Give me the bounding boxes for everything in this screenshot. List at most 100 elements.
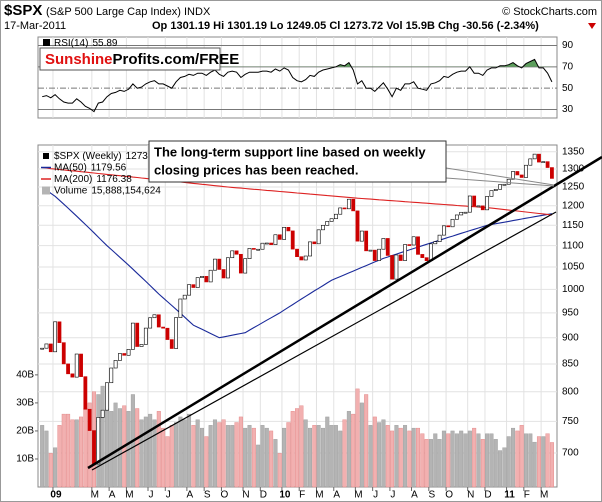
volume-bar: [467, 430, 472, 488]
volume-bar: [454, 433, 459, 488]
legend-name: MA(200): [54, 174, 92, 185]
y-tick-label: 900: [562, 332, 579, 343]
volume-bar: [195, 419, 200, 488]
candle: [53, 321, 58, 353]
moving-average: [41, 186, 552, 339]
candle: [480, 205, 485, 211]
x-tick-label: D: [484, 490, 491, 501]
volume-bar: [420, 433, 425, 488]
candle: [295, 248, 299, 257]
candle: [174, 317, 178, 349]
symbol-name: (S&P 500 Large Cap Index) INDX: [46, 6, 211, 18]
x-tick-label: O: [221, 490, 229, 501]
volume-bar: [338, 430, 343, 488]
volume-bar: [411, 427, 416, 488]
candle: [48, 343, 53, 353]
legend-name: $SPX (Weekly): [54, 151, 122, 162]
y-tick-label: 1150: [562, 220, 584, 231]
volume-bar: [40, 425, 45, 488]
candle: [312, 241, 317, 245]
candle: [182, 294, 187, 300]
candle: [515, 171, 520, 176]
volume-bar: [277, 453, 282, 488]
y-tick-label: 800: [562, 386, 579, 397]
x-tick-label: N: [242, 490, 249, 501]
volume-bar: [260, 425, 265, 488]
candle: [359, 230, 364, 242]
y-tick-label: 1000: [562, 284, 585, 295]
candle: [200, 276, 204, 278]
volume-bar: [113, 402, 118, 488]
volume-bar: [394, 425, 399, 488]
volume-bar: [308, 427, 313, 488]
volume-bar: [139, 419, 144, 488]
volume-bar: [100, 385, 105, 488]
volume-bar: [290, 411, 295, 488]
volume-bar: [433, 433, 438, 488]
volume-bar: [286, 422, 291, 488]
volume-bar: [191, 425, 196, 488]
volume-bar: [143, 416, 148, 488]
x-tick-label: J: [166, 490, 171, 501]
volume-bar: [135, 408, 140, 488]
volume-bar: [390, 430, 395, 488]
volume-bar: [79, 416, 84, 488]
candle: [381, 238, 386, 250]
volume-bar: [178, 416, 183, 488]
candle: [528, 158, 533, 166]
volume-bar: [243, 427, 248, 488]
date: 17-Mar-2011: [4, 20, 66, 32]
x-tick-label: J: [149, 490, 154, 501]
x-tick-label: A: [333, 490, 340, 501]
trendline: [87, 155, 602, 470]
x-tick-label: A: [187, 490, 194, 501]
candle: [342, 207, 347, 210]
candle: [545, 161, 550, 168]
candle: [334, 213, 338, 220]
volume-bar: [264, 427, 269, 488]
candle: [234, 250, 239, 255]
volume-bar: [234, 422, 239, 488]
candle: [57, 321, 62, 343]
volume-bar: [441, 430, 446, 488]
volume-bar: [199, 427, 204, 488]
y-tick-label: 50: [562, 83, 574, 94]
candle: [394, 254, 399, 280]
volume-bar: [407, 430, 412, 488]
volume-bar: [355, 388, 360, 488]
volume-bar: [416, 427, 421, 488]
y-tick-label: 850: [562, 359, 579, 370]
volume-bar: [61, 413, 66, 488]
candle: [269, 242, 274, 245]
volume-bar: [342, 419, 347, 488]
volume-bar: [182, 419, 187, 488]
rsi-line: [42, 58, 553, 113]
candle: [502, 183, 507, 186]
volume-bar: [463, 433, 468, 488]
y-tick-label: 750: [562, 416, 579, 427]
candle: [152, 314, 157, 319]
candle: [260, 242, 265, 250]
candle: [264, 242, 269, 245]
candle: [204, 276, 209, 283]
volume-bar: [256, 444, 261, 488]
volume-bar: [493, 439, 498, 488]
volume-bar: [545, 433, 550, 488]
x-tick-label: A: [109, 490, 116, 501]
volume-bar: [489, 433, 494, 488]
candle: [506, 178, 511, 185]
candle: [290, 230, 295, 250]
candle: [113, 360, 118, 369]
x-tick-label: 11: [504, 490, 515, 501]
y-tick-label: 950: [562, 308, 579, 319]
volume-bar: [316, 425, 321, 488]
volume-bar: [536, 436, 541, 488]
volume-bar: [403, 425, 408, 488]
volume-bar: [329, 425, 334, 488]
volume-bar: [74, 419, 79, 488]
legend-value: 15,888,154,624: [91, 185, 161, 196]
volume-bar: [66, 413, 71, 488]
candle: [165, 327, 170, 340]
candle: [424, 257, 429, 261]
legend-name: RSI(14): [54, 38, 88, 49]
